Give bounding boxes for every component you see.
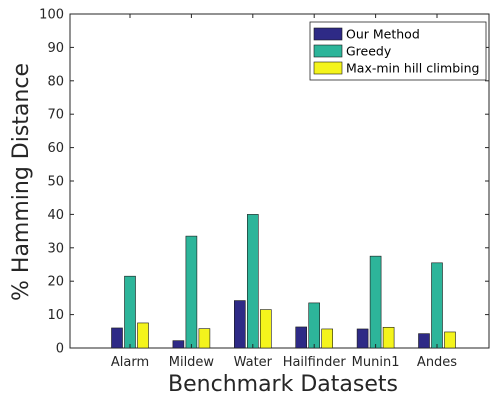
y-tick-label: 70 (47, 108, 64, 123)
legend-label: Our Method (346, 27, 420, 42)
y-axis-ticks: 0 10 20 30 40 50 60 70 80 90 100 (39, 8, 489, 357)
bar-our-method-alarm (111, 327, 123, 349)
y-axis-title: % Hamming Distance (9, 63, 34, 301)
y-tick-label: 10 (47, 308, 64, 323)
y-tick-label: 40 (47, 208, 64, 223)
bar-our-method-andes (418, 333, 430, 349)
legend-swatch (313, 61, 343, 75)
bars (111, 214, 456, 349)
legend-swatch (313, 27, 343, 41)
y-tick-label: 20 (47, 275, 64, 290)
bar-max-min-hill-climbing-alarm (137, 322, 149, 349)
x-tick-label: Munin1 (352, 355, 400, 370)
bar-greedy-andes (431, 262, 443, 349)
bar-our-method-munin1 (356, 328, 369, 349)
bar-greedy-mildew (185, 235, 198, 349)
y-tick-label: 30 (47, 241, 64, 256)
bar-greedy-munin1 (369, 255, 382, 349)
y-tick-label: 50 (47, 175, 64, 190)
x-tick-label: Alarm (111, 355, 149, 370)
y-tick-label: 90 (47, 41, 64, 56)
legend: Our Method Greedy Max-min hill climbing (309, 21, 487, 81)
bar-our-method-hailfinder (295, 326, 308, 349)
bar-greedy-hailfinder (308, 302, 321, 349)
x-axis-ticks: Alarm Mildew Water Hailfinder Munin1 Andes (111, 14, 457, 370)
bar-our-method-water (234, 300, 246, 349)
bar-greedy-water (247, 214, 259, 349)
legend-label: Max-min hill climbing (346, 61, 479, 76)
bar-max-min-hill-climbing-hailfinder (321, 328, 334, 349)
y-tick-label: 80 (47, 74, 64, 89)
x-tick-label: Hailfinder (283, 355, 347, 370)
bar-max-min-hill-climbing-water (259, 309, 272, 349)
bar-max-min-hill-climbing-andes (444, 331, 456, 349)
y-tick-label: 60 (47, 141, 64, 156)
bar-max-min-hill-climbing-mildew (198, 328, 211, 349)
x-tick-label: Andes (417, 355, 457, 370)
x-axis-title: Benchmark Datasets (168, 372, 398, 397)
x-tick-label: Mildew (169, 355, 215, 370)
y-tick-label: 100 (39, 8, 64, 23)
x-tick-label: Water (234, 355, 273, 370)
bar-greedy-alarm (124, 275, 136, 349)
bar-max-min-hill-climbing-munin1 (382, 326, 395, 349)
y-tick-label: 0 (56, 342, 64, 357)
legend-label: Greedy (346, 44, 392, 59)
bar-our-method-mildew (172, 340, 185, 349)
legend-swatch (313, 44, 343, 58)
